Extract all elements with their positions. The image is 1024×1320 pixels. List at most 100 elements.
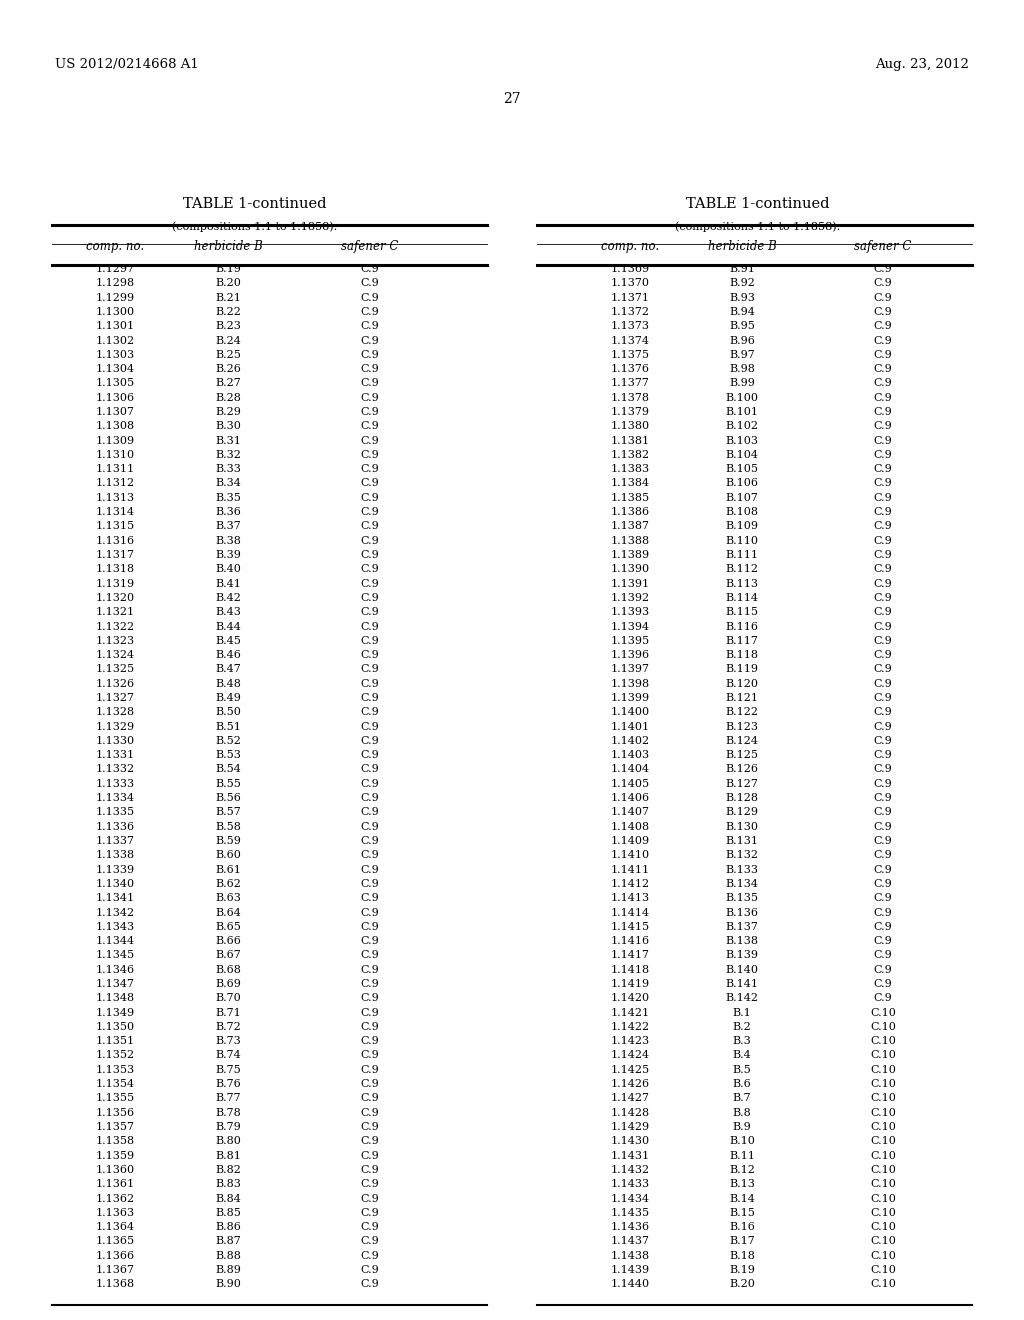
Text: 1.1306: 1.1306 (95, 393, 134, 403)
Text: C.9: C.9 (873, 750, 892, 760)
Text: B.46: B.46 (215, 651, 241, 660)
Text: 1.1370: 1.1370 (610, 279, 649, 288)
Text: 1.1361: 1.1361 (95, 1179, 134, 1189)
Text: B.40: B.40 (215, 565, 241, 574)
Text: C.9: C.9 (360, 379, 379, 388)
Text: C.9: C.9 (360, 1078, 379, 1089)
Text: 1.1328: 1.1328 (95, 708, 134, 717)
Text: 1.1368: 1.1368 (95, 1279, 134, 1290)
Text: C.9: C.9 (873, 450, 892, 459)
Text: 1.1415: 1.1415 (610, 921, 649, 932)
Text: B.6: B.6 (732, 1078, 752, 1089)
Text: 1.1312: 1.1312 (95, 479, 134, 488)
Text: C.9: C.9 (360, 364, 379, 374)
Text: 1.1357: 1.1357 (95, 1122, 134, 1133)
Text: B.83: B.83 (215, 1179, 241, 1189)
Text: B.84: B.84 (215, 1193, 241, 1204)
Text: B.70: B.70 (215, 994, 241, 1003)
Text: 1.1325: 1.1325 (95, 664, 134, 675)
Text: B.27: B.27 (215, 379, 241, 388)
Text: 1.1310: 1.1310 (95, 450, 134, 459)
Text: C.9: C.9 (360, 722, 379, 731)
Text: C.10: C.10 (870, 1078, 896, 1089)
Text: B.132: B.132 (725, 850, 759, 861)
Text: B.142: B.142 (725, 994, 759, 1003)
Text: C.9: C.9 (360, 678, 379, 689)
Text: 1.1335: 1.1335 (95, 808, 134, 817)
Text: B.16: B.16 (729, 1222, 755, 1232)
Text: B.30: B.30 (215, 421, 241, 432)
Text: B.13: B.13 (729, 1179, 755, 1189)
Text: C.9: C.9 (873, 894, 892, 903)
Text: B.92: B.92 (729, 279, 755, 288)
Text: C.9: C.9 (360, 850, 379, 861)
Text: C.9: C.9 (360, 1137, 379, 1146)
Text: C.9: C.9 (360, 836, 379, 846)
Text: C.9: C.9 (873, 407, 892, 417)
Text: 1.1367: 1.1367 (95, 1265, 134, 1275)
Text: B.139: B.139 (725, 950, 759, 961)
Text: B.60: B.60 (215, 850, 241, 861)
Text: 1.1308: 1.1308 (95, 421, 134, 432)
Text: 1.1436: 1.1436 (610, 1222, 649, 1232)
Text: 1.1314: 1.1314 (95, 507, 134, 517)
Text: 1.1297: 1.1297 (95, 264, 134, 275)
Text: 1.1423: 1.1423 (610, 1036, 649, 1047)
Text: C.9: C.9 (360, 279, 379, 288)
Text: C.10: C.10 (870, 1237, 896, 1246)
Text: 1.1331: 1.1331 (95, 750, 134, 760)
Text: 1.1391: 1.1391 (610, 578, 649, 589)
Text: C.9: C.9 (360, 521, 379, 532)
Text: C.9: C.9 (360, 436, 379, 446)
Text: B.68: B.68 (215, 965, 241, 974)
Text: C.9: C.9 (873, 808, 892, 817)
Text: 1.1439: 1.1439 (610, 1265, 649, 1275)
Text: B.90: B.90 (215, 1279, 241, 1290)
Text: 1.1422: 1.1422 (610, 1022, 649, 1032)
Text: C.9: C.9 (873, 593, 892, 603)
Text: 1.1393: 1.1393 (610, 607, 649, 618)
Text: B.7: B.7 (733, 1093, 752, 1104)
Text: 1.1403: 1.1403 (610, 750, 649, 760)
Text: C.9: C.9 (873, 436, 892, 446)
Text: B.75: B.75 (215, 1065, 241, 1074)
Text: 1.1417: 1.1417 (610, 950, 649, 961)
Text: 1.1404: 1.1404 (610, 764, 649, 775)
Text: C.10: C.10 (870, 1193, 896, 1204)
Text: B.119: B.119 (725, 664, 759, 675)
Text: C.9: C.9 (873, 722, 892, 731)
Text: B.72: B.72 (215, 1022, 241, 1032)
Text: C.9: C.9 (873, 708, 892, 717)
Text: 1.1304: 1.1304 (95, 364, 134, 374)
Text: 1.1412: 1.1412 (610, 879, 649, 888)
Text: B.23: B.23 (215, 321, 241, 331)
Text: B.62: B.62 (215, 879, 241, 888)
Text: B.22: B.22 (215, 306, 241, 317)
Text: 1.1413: 1.1413 (610, 894, 649, 903)
Text: B.97: B.97 (729, 350, 755, 360)
Text: C.9: C.9 (360, 264, 379, 275)
Text: 1.1384: 1.1384 (610, 479, 649, 488)
Text: C.9: C.9 (873, 264, 892, 275)
Text: 1.1382: 1.1382 (610, 450, 649, 459)
Text: B.12: B.12 (729, 1166, 755, 1175)
Text: C.9: C.9 (360, 1179, 379, 1189)
Text: B.128: B.128 (725, 793, 759, 803)
Text: 1.1309: 1.1309 (95, 436, 134, 446)
Text: C.9: C.9 (360, 808, 379, 817)
Text: C.10: C.10 (870, 1251, 896, 1261)
Text: B.17: B.17 (729, 1237, 755, 1246)
Text: B.48: B.48 (215, 678, 241, 689)
Text: C.9: C.9 (360, 764, 379, 775)
Text: C.9: C.9 (360, 1279, 379, 1290)
Text: 1.1359: 1.1359 (95, 1151, 134, 1160)
Text: B.38: B.38 (215, 536, 241, 545)
Text: B.20: B.20 (215, 279, 241, 288)
Text: B.126: B.126 (725, 764, 759, 775)
Text: C.9: C.9 (873, 664, 892, 675)
Text: C.9: C.9 (873, 607, 892, 618)
Text: B.74: B.74 (215, 1051, 241, 1060)
Text: B.78: B.78 (215, 1107, 241, 1118)
Text: C.9: C.9 (360, 636, 379, 645)
Text: B.73: B.73 (215, 1036, 241, 1047)
